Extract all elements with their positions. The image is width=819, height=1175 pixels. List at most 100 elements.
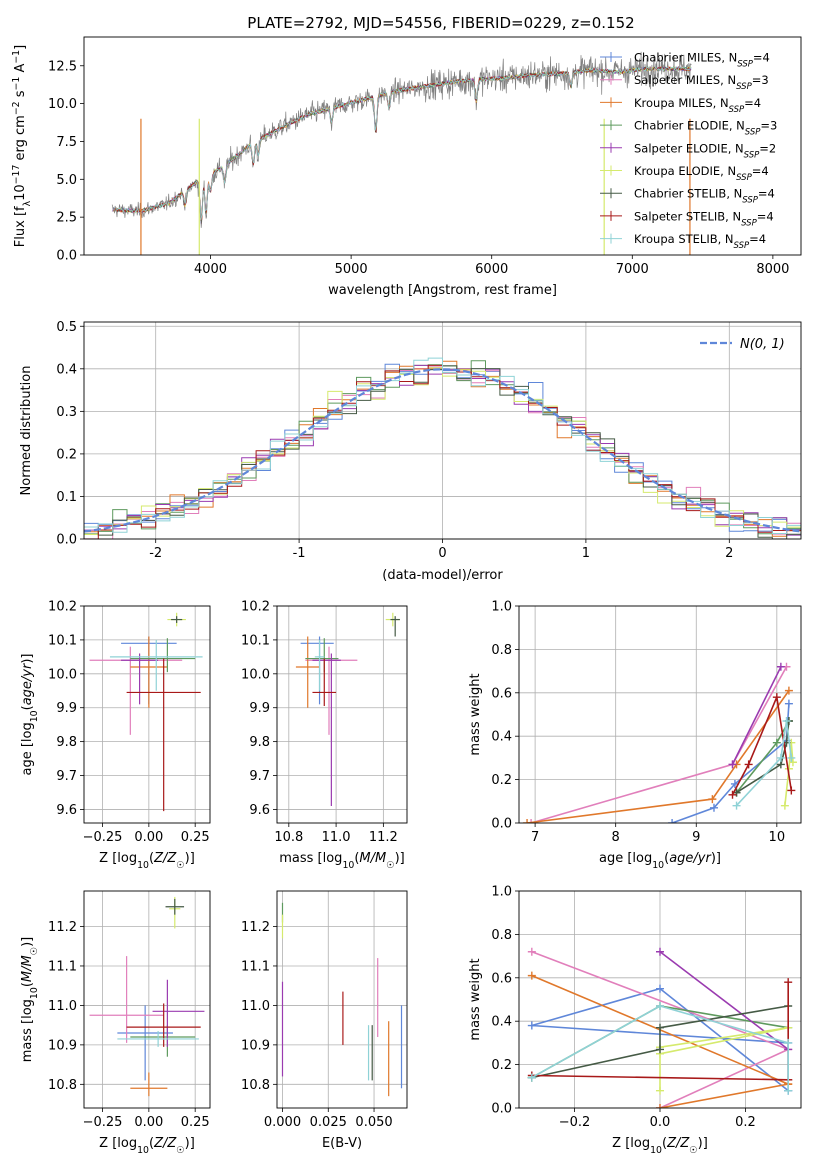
x-tick-label: 4000 bbox=[194, 262, 227, 277]
x-tick-label: 8 bbox=[612, 830, 620, 845]
x-tick-label: 10.8 bbox=[274, 830, 303, 845]
x-axis-label-part: Z/Z bbox=[666, 1136, 690, 1151]
y-tick-label: 0.1 bbox=[56, 490, 77, 505]
weight-marker bbox=[668, 819, 677, 823]
x-axis-label-part: age [log bbox=[599, 851, 652, 866]
y-axis-label-part: −1 bbox=[11, 77, 22, 91]
weight-series-kroupa_stelib bbox=[527, 1002, 793, 1095]
legend-label-part: Kroupa MILES, N bbox=[634, 96, 729, 110]
errorbar-point-salpeter_stelib bbox=[126, 1003, 201, 1047]
weight-marker bbox=[527, 819, 536, 823]
y-axis-label-part: erg cm bbox=[13, 115, 28, 164]
y-tick-label: 10.0 bbox=[48, 97, 77, 112]
errorbar-point-kroupa_miles bbox=[130, 1072, 168, 1097]
x-axis-label-part: 10 bbox=[137, 860, 149, 871]
y-tick-label: 9.8 bbox=[56, 735, 77, 750]
y-tick-label: 0.8 bbox=[491, 643, 512, 658]
weight-marker bbox=[776, 662, 785, 671]
x-axis-label: E(B-V) bbox=[322, 1136, 362, 1151]
y-tick-label: 0.5 bbox=[56, 320, 77, 335]
x-tick-label: 5000 bbox=[335, 262, 368, 277]
y-tick-label: 0.0 bbox=[56, 249, 77, 264]
legend-entry-salpeter_stelib: Salpeter STELIB, NSSP=4 bbox=[600, 209, 774, 228]
legend-label-part: =4 bbox=[753, 51, 770, 65]
x-tick-label: −0.25 bbox=[83, 1115, 123, 1130]
y-tick-label: 1.0 bbox=[491, 600, 512, 615]
weight-line bbox=[731, 694, 793, 796]
x-tick-label: 0.000 bbox=[264, 1115, 301, 1130]
legend-label-part: =2 bbox=[759, 141, 776, 155]
plot-area bbox=[84, 891, 210, 1108]
legend-label: Salpeter STELIB, NSSP=4 bbox=[634, 209, 774, 228]
x-axis-label-part: 10 bbox=[342, 860, 354, 871]
weight-marker bbox=[784, 1038, 793, 1047]
x-tick-label: 0.025 bbox=[310, 1115, 347, 1130]
legend-label: Salpeter MILES, NSSP=3 bbox=[634, 73, 769, 92]
errorbar-point-kroupa_miles bbox=[295, 636, 320, 708]
y-tick-label: 0.6 bbox=[491, 686, 512, 701]
legend-label-part: =4 bbox=[752, 164, 769, 178]
weight-line bbox=[531, 1005, 790, 1091]
weight-series-kroupa_miles bbox=[523, 686, 793, 823]
weight-marker bbox=[787, 786, 796, 795]
x-axis-label-part: Z [log bbox=[99, 851, 137, 866]
y-axis-label-part: −17 bbox=[11, 165, 22, 185]
y-axis-label-part: A bbox=[13, 64, 28, 77]
weight-marker bbox=[656, 1104, 664, 1108]
y-axis-label-part: age/yr bbox=[20, 662, 35, 705]
weight-marker bbox=[709, 803, 718, 812]
y-axis-label-part: s bbox=[13, 90, 28, 101]
x-axis-label-part: )] bbox=[711, 851, 721, 866]
x-axis-label-part: )] bbox=[185, 1136, 195, 1151]
errorbar-point-salpeter_elodie bbox=[312, 653, 341, 807]
legend-label-part: SSP bbox=[744, 150, 760, 160]
y-tick-label: 9.6 bbox=[249, 803, 270, 818]
x-tick-label: 0.00 bbox=[134, 1115, 163, 1130]
mass-weight-vs-z-panel: −0.2 0.0 0.2 0.0 0.2 0.4 0.6 0.8 1.0 mass weight Z… bbox=[468, 885, 802, 1156]
legend-label-part: SSP bbox=[745, 128, 761, 138]
errorbar-point-salpeter_stelib bbox=[126, 658, 201, 812]
axes-frame bbox=[518, 605, 802, 824]
plot-contents bbox=[84, 357, 801, 539]
x-axis-label-part: mass [log bbox=[279, 851, 342, 866]
x-tick-label: 10 bbox=[769, 830, 786, 845]
legend-label: Kroupa ELODIE, NSSP=4 bbox=[634, 164, 769, 183]
y-tick-label: 11.1 bbox=[241, 959, 270, 974]
legend-entry-kroupa_miles: Kroupa MILES, NSSP=4 bbox=[600, 96, 761, 115]
legend-label: N(0, 1) bbox=[740, 337, 785, 352]
weight-marker bbox=[784, 686, 793, 695]
y-axis-label-part: M/M bbox=[20, 955, 35, 982]
y-tick-label: 10.8 bbox=[48, 1078, 77, 1093]
residual-histogram-panel: -2 -1 0 1 2 0.0 0.1 0.2 0.3 0.4 0.5 N(0, 1) Normed d… bbox=[19, 320, 802, 583]
weight-marker bbox=[523, 819, 532, 823]
legend-label-part: SSP bbox=[736, 82, 752, 92]
mass-vs-ebv-panel: 0.000 0.025 0.050 10.8 10.9 11.0 11.1 11.2 E(B-V… bbox=[241, 890, 408, 1151]
errorbar-point-chabrier_stelib bbox=[171, 616, 183, 623]
legend-entry-chabrier_elodie: Chabrier ELODIE, NSSP=3 bbox=[600, 119, 777, 138]
y-axis-label: Normed distribution bbox=[19, 366, 34, 496]
y-tick-label: 11.0 bbox=[241, 999, 270, 1014]
axes-frame bbox=[518, 890, 802, 1109]
normal-curve bbox=[84, 368, 801, 533]
plot-area bbox=[277, 606, 407, 823]
weight-line bbox=[531, 1005, 789, 1079]
x-axis-label: mass [log10(M/M☉)] bbox=[279, 851, 405, 871]
legend-label-part: Salpeter STELIB, N bbox=[634, 209, 741, 223]
weight-marker bbox=[656, 1023, 664, 1032]
legend-label-part: =3 bbox=[752, 73, 769, 87]
weight-line bbox=[659, 951, 789, 1051]
plot-contents bbox=[111, 51, 692, 255]
x-axis-label-part: )] bbox=[185, 851, 195, 866]
legend-label: Salpeter ELODIE, NSSP=2 bbox=[634, 141, 776, 160]
y-tick-label: 7.5 bbox=[56, 135, 77, 150]
x-axis-label-part: ( bbox=[149, 1136, 154, 1151]
weight-marker bbox=[527, 1021, 536, 1030]
x-axis-label: Z [log10(Z/Z☉)] bbox=[99, 1136, 195, 1156]
axes-frame bbox=[276, 890, 408, 1109]
y-tick-label: 9.7 bbox=[249, 769, 270, 784]
plot-area bbox=[277, 891, 407, 1108]
y-axis-label-part: )] bbox=[20, 937, 35, 947]
weight-marker bbox=[784, 978, 793, 987]
